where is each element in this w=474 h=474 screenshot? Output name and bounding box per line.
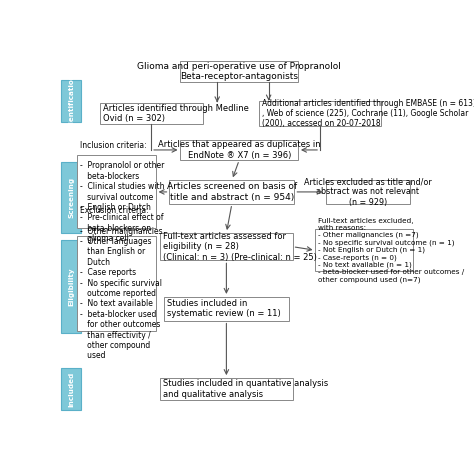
Text: Articles excluded as title and/or
abstract was not relevant
(n = 929): Articles excluded as title and/or abstra… bbox=[304, 177, 432, 207]
FancyBboxPatch shape bbox=[61, 80, 81, 122]
FancyBboxPatch shape bbox=[160, 233, 292, 260]
Text: Identification: Identification bbox=[68, 73, 74, 128]
Text: Included: Included bbox=[68, 372, 74, 407]
FancyBboxPatch shape bbox=[316, 229, 413, 271]
Text: Exclusion criteria:

-  Other malignancies
-  Other languages
   than English or: Exclusion criteria: - Other malignancies… bbox=[80, 206, 162, 360]
FancyBboxPatch shape bbox=[326, 180, 410, 204]
FancyBboxPatch shape bbox=[61, 162, 81, 233]
FancyBboxPatch shape bbox=[160, 378, 292, 400]
Text: Inclusion criteria:

-  Propranolol or other
   beta-blockers
-  Clinical studie: Inclusion criteria: - Propranolol or oth… bbox=[80, 141, 164, 243]
Text: Full-text articles excluded,
with reasons:
- Other malignancies (n =7)
- No spec: Full-text articles excluded, with reason… bbox=[319, 218, 465, 283]
Text: Articles identified through Medline
Ovid (n = 302): Articles identified through Medline Ovid… bbox=[102, 104, 248, 123]
Text: Articles that appeared as duplicates in
EndNote ® X7 (n = 396): Articles that appeared as duplicates in … bbox=[158, 140, 320, 160]
Text: Studies included in
systematic review (n = 11): Studies included in systematic review (n… bbox=[167, 299, 281, 319]
FancyBboxPatch shape bbox=[164, 297, 289, 320]
FancyBboxPatch shape bbox=[100, 102, 202, 124]
FancyBboxPatch shape bbox=[181, 62, 298, 82]
FancyBboxPatch shape bbox=[259, 100, 381, 126]
Text: Eligibility: Eligibility bbox=[68, 267, 74, 306]
Text: Additional articles identified through EMBASE (n = 613)
, Web of science (225), : Additional articles identified through E… bbox=[263, 99, 474, 128]
Text: Studies included in quantative analysis
and qualitative analysis: Studies included in quantative analysis … bbox=[163, 379, 328, 399]
Text: Articles screened on basis of
title and abstract (n = 954): Articles screened on basis of title and … bbox=[167, 182, 297, 201]
FancyBboxPatch shape bbox=[77, 155, 155, 228]
FancyBboxPatch shape bbox=[61, 368, 81, 410]
FancyBboxPatch shape bbox=[61, 240, 81, 333]
FancyBboxPatch shape bbox=[77, 236, 155, 331]
Text: Screening: Screening bbox=[68, 177, 74, 218]
Text: Glioma and peri-operative use of Propranolol
Beta-receptor-antagonists: Glioma and peri-operative use of Propran… bbox=[137, 62, 341, 81]
FancyBboxPatch shape bbox=[181, 140, 298, 160]
Text: Full-text articles assessed for
eligibility (n = 28)
(Clinical: n = 3) (Pre-clin: Full-text articles assessed for eligibil… bbox=[163, 232, 317, 262]
FancyBboxPatch shape bbox=[169, 180, 294, 204]
